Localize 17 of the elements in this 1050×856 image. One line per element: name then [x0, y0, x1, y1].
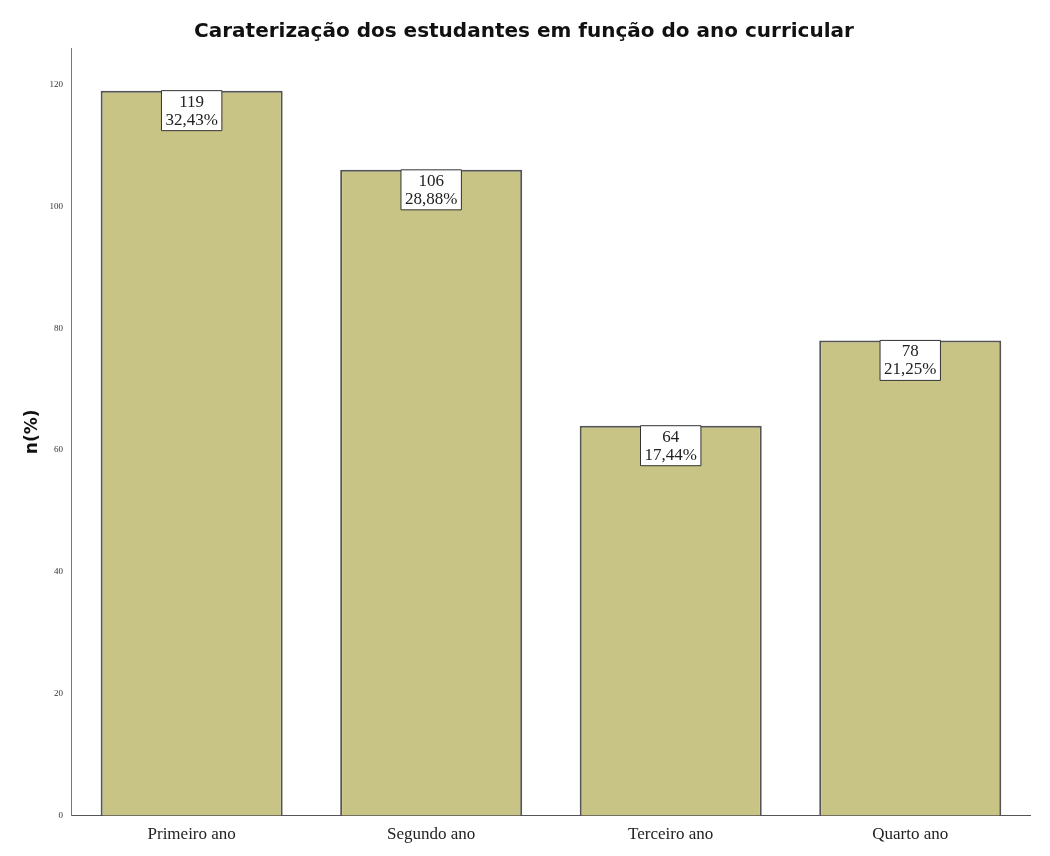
y-tick-label: 40 — [53, 566, 64, 577]
y-tick-label: 0 — [58, 809, 64, 820]
data-label: 119 32,43% — [165, 91, 218, 129]
x-tick-label: Primeiro ano — [147, 824, 236, 844]
y-tick-label: 80 — [53, 322, 64, 333]
y-tick-label: 120 — [49, 78, 64, 89]
data-label: 78 21,25% — [884, 341, 937, 379]
data-label: 106 28,88% — [404, 170, 458, 208]
y-tick-label: 20 — [53, 688, 64, 699]
y-tick-label: 60 — [53, 444, 64, 455]
y-tick-label: 100 — [49, 200, 64, 211]
data-label: 64 17,44% — [644, 426, 697, 464]
x-tick-label: Quarto ano — [872, 824, 949, 844]
x-tick-label: Segundo ano — [387, 824, 476, 844]
x-tick-label: Terceiro ano — [628, 824, 714, 844]
y-axis-title: n(%) — [20, 409, 41, 455]
chart-title: Caraterização dos estudantes em função do ano curricular — [194, 18, 855, 43]
